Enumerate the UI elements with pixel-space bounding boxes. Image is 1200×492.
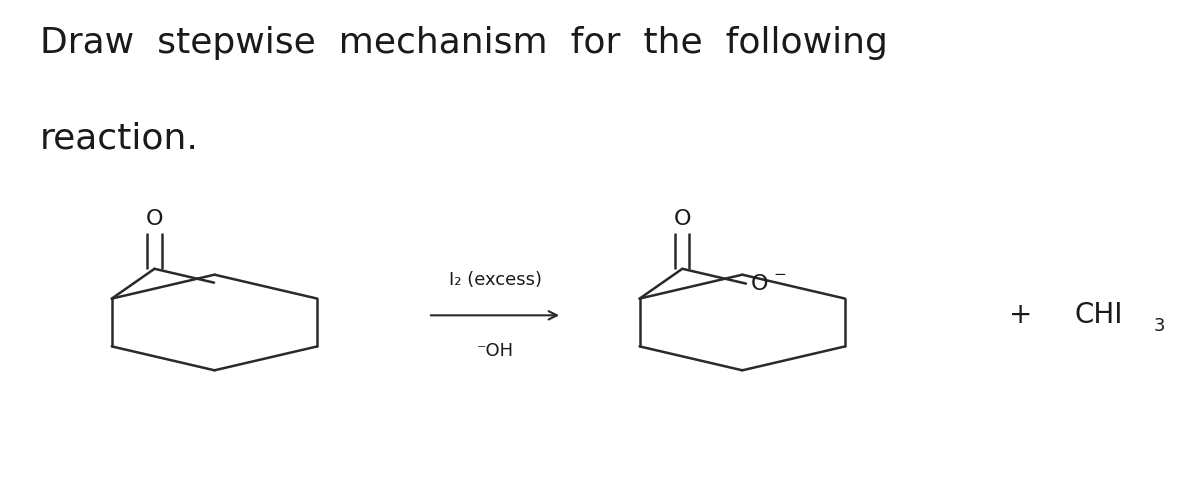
Text: ⁻OH: ⁻OH [476, 341, 514, 360]
Text: −: − [773, 267, 786, 281]
Text: O: O [673, 209, 691, 229]
Text: O: O [751, 274, 768, 294]
Text: CHI: CHI [1074, 301, 1123, 329]
Text: +: + [1009, 301, 1033, 329]
Text: reaction.: reaction. [40, 122, 199, 155]
Text: O: O [145, 209, 163, 229]
Text: Draw  stepwise  mechanism  for  the  following: Draw stepwise mechanism for the followin… [40, 26, 888, 60]
Text: 3: 3 [1154, 317, 1165, 335]
Text: I₂ (excess): I₂ (excess) [449, 271, 541, 289]
